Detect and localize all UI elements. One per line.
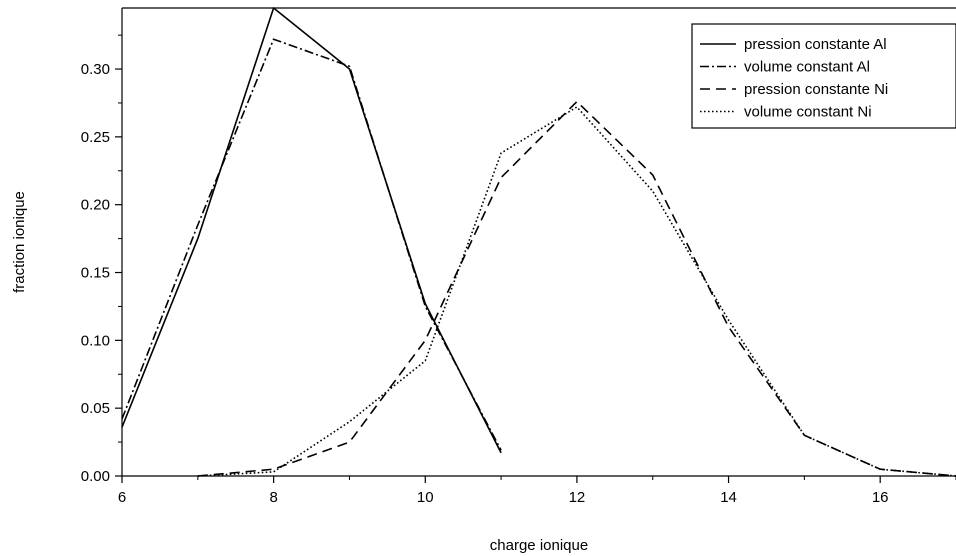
x-axis: 6 8 10 12 14 16 bbox=[118, 476, 956, 506]
y-tick-label: 0.20 bbox=[81, 197, 110, 214]
series-line-4 bbox=[197, 106, 956, 477]
x-tick-label: 16 bbox=[872, 489, 889, 506]
legend-label: volume constant Al bbox=[744, 59, 870, 76]
y-tick-label: 0.05 bbox=[81, 400, 110, 417]
x-tick-label: 6 bbox=[118, 489, 126, 506]
series-line-2 bbox=[121, 38, 502, 451]
series-group bbox=[121, 7, 956, 477]
y-tick-label: 0.25 bbox=[81, 129, 110, 146]
x-axis-title: charge ionique bbox=[490, 537, 588, 554]
plot-frame bbox=[121, 7, 956, 477]
legend-label: pression constante Ni bbox=[744, 81, 888, 98]
legend-label: volume constant Ni bbox=[744, 104, 872, 121]
legend-label: pression constante Al bbox=[744, 36, 887, 53]
x-tick-label: 12 bbox=[569, 489, 586, 506]
legend-box bbox=[691, 23, 956, 129]
series-line-3 bbox=[197, 100, 956, 477]
y-axis: 0.00 0.05 0.10 0.15 0.20 0.25 0.30 bbox=[81, 34, 122, 485]
x-tick-label: 10 bbox=[417, 489, 434, 506]
x-tick-label: 14 bbox=[720, 489, 737, 506]
y-tick-label: 0.15 bbox=[81, 265, 110, 282]
series-line-1 bbox=[121, 7, 502, 454]
x-tick-label: 8 bbox=[269, 489, 277, 506]
y-axis-title: fraction ionique bbox=[11, 191, 28, 293]
legend: pression constante Al volume constant Al p… bbox=[691, 23, 956, 129]
y-tick-label: 0.30 bbox=[81, 61, 110, 78]
y-tick-label: 0.10 bbox=[81, 332, 110, 349]
y-tick-label: 0.00 bbox=[81, 468, 110, 485]
